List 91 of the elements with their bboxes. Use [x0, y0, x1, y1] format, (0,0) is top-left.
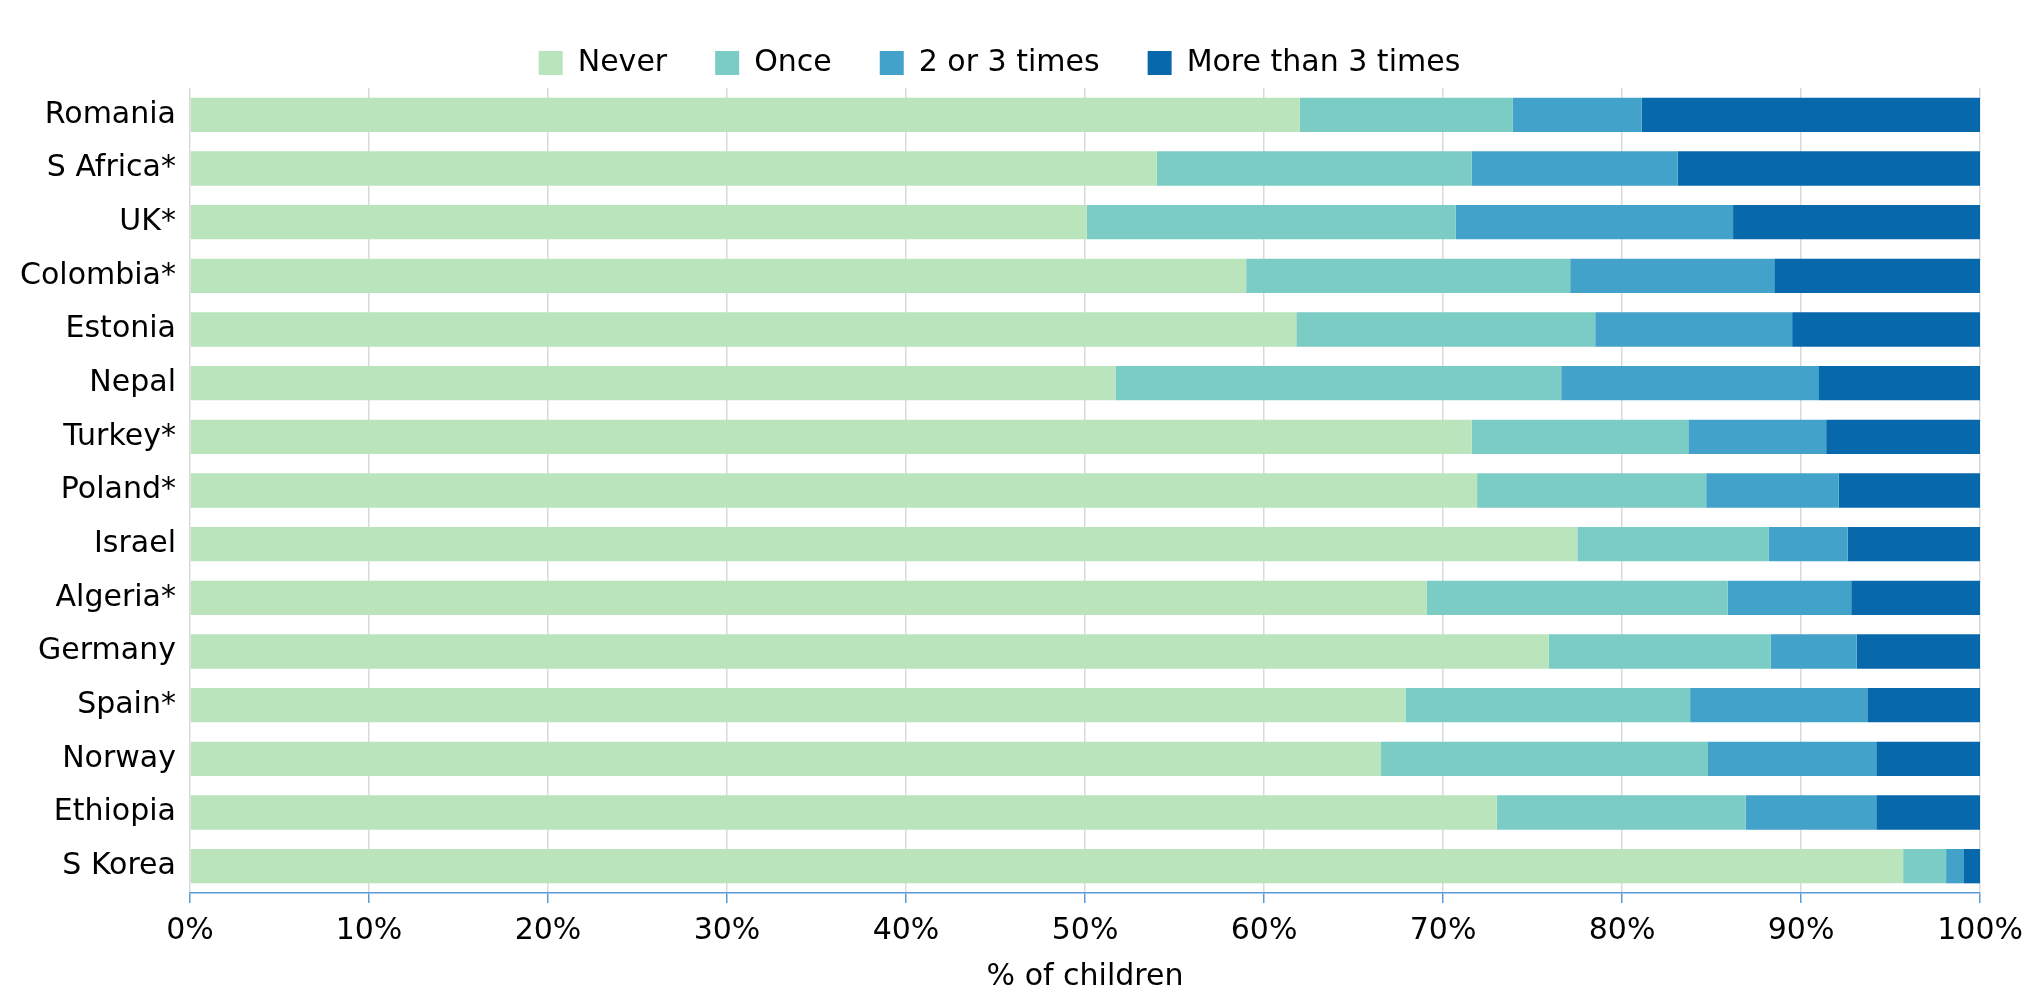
- x-tick-label: 40%: [872, 910, 940, 946]
- bar: [190, 312, 1297, 347]
- bar: [1688, 419, 1827, 455]
- y-tick-label: Turkey*: [62, 416, 176, 452]
- bar: [1496, 795, 1746, 830]
- bar: [1296, 312, 1596, 347]
- x-tick-label: 0%: [166, 910, 214, 946]
- bar: [190, 258, 1247, 294]
- y-tick-label: UK*: [119, 201, 176, 237]
- bar: [190, 473, 1478, 508]
- bar: [1867, 687, 1981, 723]
- bar: [1246, 258, 1571, 294]
- y-tick-label: Estonia: [65, 309, 176, 345]
- bar: [1477, 473, 1707, 508]
- bar: [1903, 848, 1947, 884]
- bar: [1086, 204, 1456, 240]
- bar: [1838, 473, 1981, 508]
- bar: [1115, 365, 1562, 401]
- bar: [1380, 741, 1709, 777]
- bar: [190, 634, 1549, 669]
- bar: [1577, 526, 1769, 562]
- y-tick-label: Israel: [93, 523, 176, 559]
- bar: [1690, 687, 1868, 723]
- bar: [190, 97, 1300, 133]
- bar: [1745, 795, 1877, 830]
- x-tick-label: 20%: [514, 910, 582, 946]
- y-tick-label: Poland*: [60, 470, 176, 506]
- bar: [1733, 204, 1981, 240]
- bar: [190, 795, 1497, 830]
- bar: [1426, 580, 1728, 616]
- bar: [1819, 365, 1981, 401]
- x-tick-label: 70%: [1409, 910, 1477, 946]
- y-tick-label: Romania: [44, 94, 176, 130]
- legend-label: Never: [577, 42, 668, 78]
- bar: [190, 580, 1427, 616]
- bar: [190, 151, 1157, 186]
- bar: [190, 741, 1381, 777]
- bar: [1826, 419, 1981, 455]
- bar: [1851, 580, 1981, 616]
- bar: [1405, 687, 1691, 723]
- bar: [1156, 151, 1472, 186]
- y-tick-label: Colombia*: [19, 255, 176, 291]
- bar: [190, 365, 1116, 401]
- bar: [1856, 634, 1981, 669]
- bar: [1792, 312, 1981, 347]
- x-tick-label: 60%: [1230, 910, 1298, 946]
- bar: [1512, 97, 1642, 133]
- y-tick-label: Norway: [62, 738, 176, 774]
- legend-label: Once: [754, 42, 832, 78]
- bar: [1876, 741, 1981, 777]
- y-tick-label: Algeria*: [55, 577, 176, 613]
- x-tick-label: 10%: [335, 910, 403, 946]
- y-tick-label: Germany: [38, 631, 176, 667]
- bar: [1299, 97, 1513, 133]
- bar: [1946, 848, 1965, 884]
- x-tick-label: 100%: [1937, 910, 2024, 946]
- bar: [1471, 151, 1678, 186]
- bar: [1768, 526, 1848, 562]
- bar: [1876, 795, 1981, 830]
- bar: [190, 419, 1472, 455]
- x-axis-title: % of children: [986, 956, 1184, 992]
- bar: [1471, 419, 1689, 455]
- bar: [1727, 580, 1852, 616]
- y-tick-label: Nepal: [89, 362, 176, 398]
- bar: [190, 848, 1904, 884]
- x-tick-label: 50%: [1051, 910, 1119, 946]
- bar: [190, 526, 1578, 562]
- bar: [1641, 97, 1981, 133]
- bar: [1570, 258, 1775, 294]
- y-tick-label: S Korea: [62, 845, 176, 881]
- x-tick-label: 30%: [693, 910, 761, 946]
- y-tick-label: S Africa*: [46, 148, 176, 184]
- bar: [1706, 473, 1839, 508]
- legend-label: More than 3 times: [1186, 42, 1461, 78]
- bar: [1548, 634, 1771, 669]
- y-tick-label: Ethiopia: [53, 792, 176, 828]
- legend-label: 2 or 3 times: [918, 42, 1100, 78]
- bar: [1561, 365, 1819, 401]
- bar: [1455, 204, 1734, 240]
- bar: [1964, 848, 1981, 884]
- bar: [1708, 741, 1877, 777]
- bar: [1677, 151, 1981, 186]
- x-tick-label: 80%: [1588, 910, 1656, 946]
- y-tick-label: Spain*: [77, 684, 176, 720]
- bar: [1847, 526, 1981, 562]
- bar: [190, 204, 1087, 240]
- bar: [190, 687, 1406, 723]
- bar: [1595, 312, 1793, 347]
- bar: [1770, 634, 1857, 669]
- x-tick-label: 90%: [1767, 910, 1835, 946]
- bar: [1774, 258, 1981, 294]
